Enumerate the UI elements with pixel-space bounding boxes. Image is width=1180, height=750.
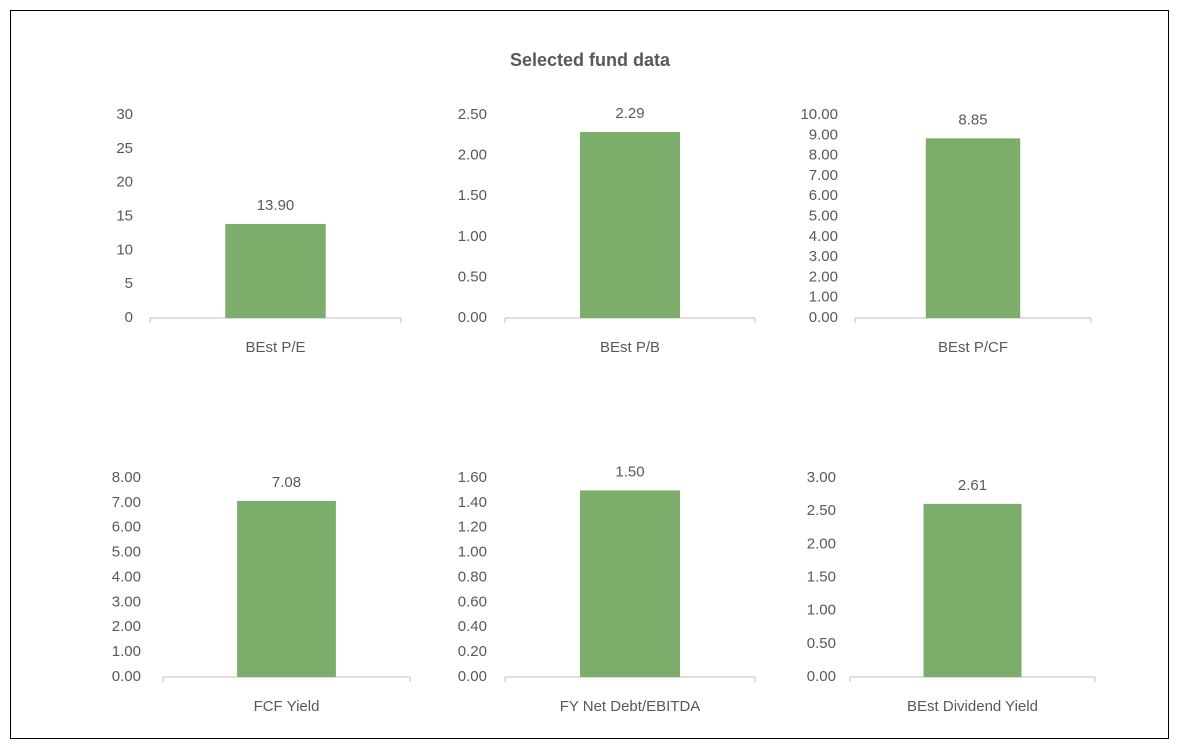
y-tick-label: 1.00 [809, 289, 838, 306]
y-tick-label: 2.00 [809, 268, 838, 285]
y-tick-label: 1.00 [112, 643, 141, 660]
y-tick-label: 1.50 [807, 568, 836, 585]
y-tick-label: 7.00 [809, 167, 838, 184]
y-tick-label: 0.00 [458, 309, 487, 326]
y-tick-label: 2.50 [458, 106, 487, 123]
data-label: 13.90 [257, 197, 295, 214]
y-tick-label: 3.00 [807, 469, 836, 486]
y-tick-label: 8.00 [809, 147, 838, 164]
y-tick-label: 1.60 [458, 469, 487, 486]
y-tick-label: 5.00 [112, 544, 141, 561]
x-tick-label: BEst P/B [600, 339, 660, 356]
bar [580, 490, 680, 677]
bar [925, 138, 1021, 318]
y-tick-label: 0.50 [807, 635, 836, 652]
y-tick-label: 1.00 [807, 602, 836, 619]
y-tick-label: 0.80 [458, 568, 487, 585]
y-tick-label: 0.00 [112, 668, 141, 685]
data-label: 7.08 [272, 474, 301, 491]
y-tick-label: 2.00 [458, 147, 487, 164]
y-tick-label: 1.00 [458, 228, 487, 245]
data-label: 1.50 [615, 463, 644, 480]
y-tick-label: 1.20 [458, 519, 487, 536]
y-tick-label: 1.40 [458, 494, 487, 511]
y-tick-label: 3.00 [809, 248, 838, 265]
y-tick-label: 2.00 [807, 535, 836, 552]
y-tick-label: 1.50 [458, 187, 487, 204]
y-tick-label: 7.00 [112, 494, 141, 511]
y-tick-label: 0.00 [809, 309, 838, 326]
x-tick-label: FCF Yield [254, 698, 320, 715]
y-tick-label: 6.00 [112, 519, 141, 536]
y-tick-label: 6.00 [809, 187, 838, 204]
y-tick-label: 8.00 [112, 469, 141, 486]
y-tick-label: 0.60 [458, 593, 487, 610]
y-tick-label: 0.40 [458, 618, 487, 635]
x-tick-label: BEst P/E [245, 339, 305, 356]
data-label: 8.85 [958, 111, 987, 128]
y-tick-label: 2.00 [112, 618, 141, 635]
y-tick-label: 5.00 [809, 207, 838, 224]
y-tick-label: 1.00 [458, 544, 487, 561]
y-tick-label: 4.00 [809, 228, 838, 245]
y-tick-label: 4.00 [112, 568, 141, 585]
y-tick-label: 10.00 [800, 106, 838, 123]
y-tick-label: 2.50 [807, 502, 836, 519]
y-tick-label: 10 [116, 241, 133, 258]
chart-title: Selected fund data [510, 50, 671, 70]
y-tick-label: 9.00 [809, 126, 838, 143]
y-tick-label: 5 [125, 275, 133, 292]
y-tick-label: 0 [125, 309, 133, 326]
data-label: 2.29 [615, 105, 644, 122]
x-tick-label: BEst P/CF [938, 339, 1008, 356]
bar [923, 503, 1022, 677]
data-label: 2.61 [958, 477, 987, 494]
x-tick-label: BEst Dividend Yield [907, 698, 1038, 715]
y-tick-label: 20 [116, 174, 133, 191]
x-tick-label: FY Net Debt/EBITDA [560, 698, 701, 715]
y-tick-label: 0.00 [807, 668, 836, 685]
y-tick-label: 0.00 [458, 668, 487, 685]
y-tick-label: 25 [116, 140, 133, 157]
y-tick-label: 0.20 [458, 643, 487, 660]
bar [237, 500, 336, 677]
y-tick-label: 30 [116, 106, 133, 123]
y-tick-label: 15 [116, 207, 133, 224]
bar [580, 132, 680, 318]
y-tick-label: 0.50 [458, 268, 487, 285]
y-tick-label: 3.00 [112, 593, 141, 610]
bar [225, 223, 326, 318]
